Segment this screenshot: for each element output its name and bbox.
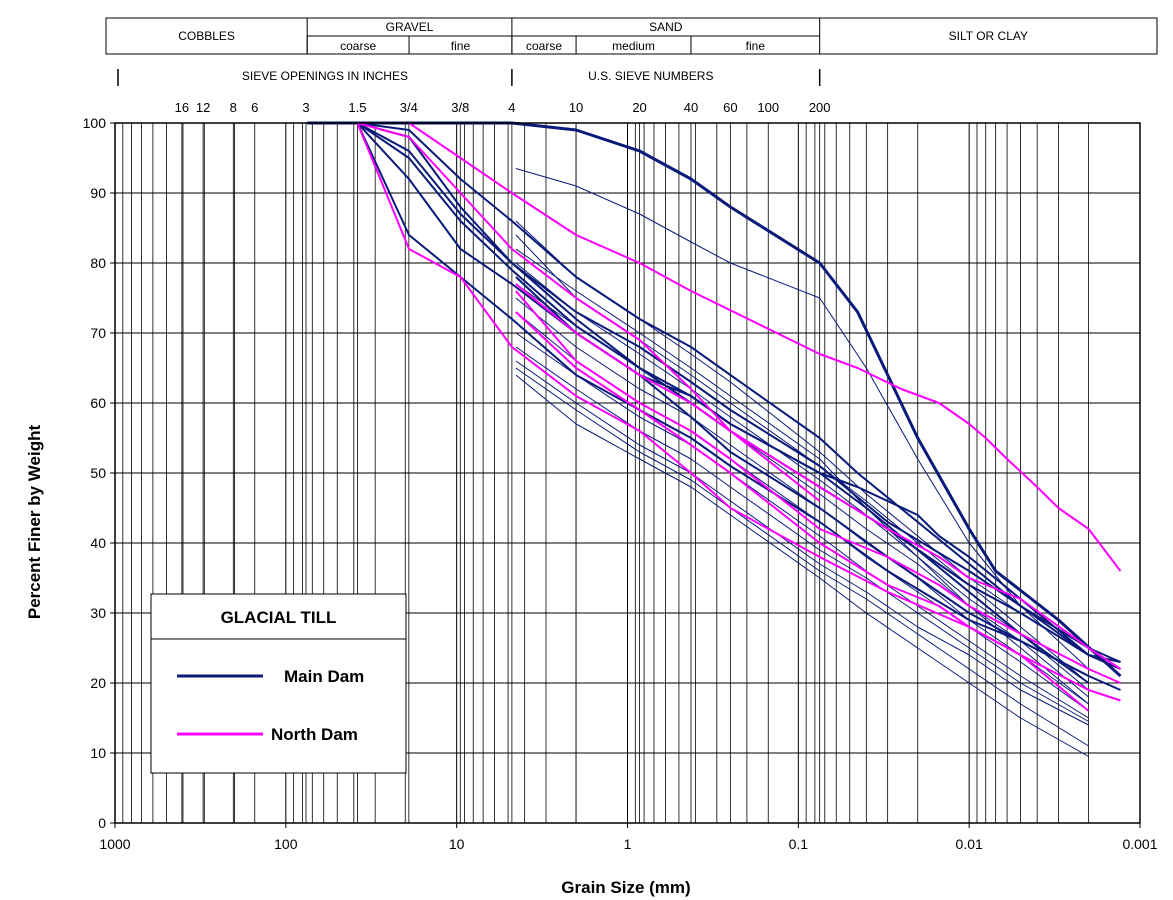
legend-entry-label: North Dam <box>271 725 358 744</box>
main-dam-curve <box>356 122 1121 691</box>
main-dam-curve <box>515 332 1089 719</box>
sieve-tick-label: 3/8 <box>451 100 469 115</box>
soil-group-label: GRAVEL <box>386 20 434 34</box>
sieve-inches-label: SIEVE OPENINGS IN INCHES <box>242 69 408 83</box>
legend-title: GLACIAL TILL <box>221 608 337 627</box>
main-dam-curve <box>515 360 1089 726</box>
y-tick-label: 80 <box>90 255 106 271</box>
sieve-tick-label: 10 <box>569 100 583 115</box>
sieve-tick-label: 4 <box>508 100 515 115</box>
soil-subgroup-label: medium <box>612 39 655 53</box>
y-tick-label: 100 <box>83 115 107 131</box>
soil-subgroup-label: fine <box>746 39 766 53</box>
sieve-tick-label: 60 <box>723 100 737 115</box>
north-dam-curve <box>515 311 1090 712</box>
y-tick-label: 30 <box>90 605 106 621</box>
x-tick-label: 1 <box>624 836 632 852</box>
y-tick-label: 10 <box>90 745 106 761</box>
sieve-tick-label: 100 <box>757 100 779 115</box>
sieve-tick-label: 12 <box>196 100 210 115</box>
main-dam-curve <box>515 297 1089 705</box>
soil-classification-table: COBBLES GRAVEL SAND SILT OR CLAY coarse fine c… <box>105 17 1158 55</box>
soil-group-label: COBBLES <box>178 29 235 43</box>
soil-group-label: SAND <box>649 20 683 34</box>
sieve-label-row: SIEVE OPENINGS IN INCHES U.S. SIEVE NUMBE… <box>117 69 831 115</box>
x-tick-label: 10 <box>449 836 465 852</box>
north-dam-curve <box>515 283 1122 670</box>
y-tick-label: 20 <box>90 675 106 691</box>
north-dam-curve <box>515 290 1121 684</box>
north-dam-curve <box>357 122 821 502</box>
x-tick-label: 0.001 <box>1122 836 1157 852</box>
table-border <box>105 17 1158 55</box>
sieve-tick-label: 6 <box>251 100 258 115</box>
soil-subgroup-label: coarse <box>526 39 562 53</box>
y-tick-label: 50 <box>90 465 106 481</box>
soil-group-label: SILT OR CLAY <box>949 29 1028 43</box>
main-dam-curve <box>515 374 1089 757</box>
sieve-tick-label: 40 <box>684 100 698 115</box>
plot-axes: 0 10 20 30 40 50 60 70 80 90 100 1000 100 10 1 0.1 0.01 0… <box>83 115 1158 852</box>
main-dam-curve <box>515 367 1089 747</box>
legend-entry-label: Main Dam <box>284 667 364 686</box>
x-axis-label: Grain Size (mm) <box>561 878 690 897</box>
main-dam-curve <box>515 283 1089 698</box>
sieve-tick-label: 3/4 <box>400 100 418 115</box>
sieve-tick-label: 20 <box>632 100 646 115</box>
main-dam-curve <box>515 168 1089 670</box>
sieve-tick-label: 1.5 <box>348 100 366 115</box>
main-dam-curve <box>356 122 1121 663</box>
soil-subgroup-label: fine <box>451 39 471 53</box>
main-dam-curve <box>515 262 1089 691</box>
sieve-numbers-label: U.S. SIEVE NUMBERS <box>588 69 713 83</box>
soil-subgroup-label: coarse <box>340 39 376 53</box>
x-tick-label: 1000 <box>99 836 130 852</box>
north-dam-curve <box>408 122 1122 572</box>
y-tick-label: 0 <box>98 815 106 831</box>
legend-box <box>150 593 407 774</box>
y-tick-label: 90 <box>90 185 106 201</box>
x-tick-label: 100 <box>274 836 298 852</box>
main-dam-curve <box>515 248 1089 705</box>
x-tick-label: 0.01 <box>956 836 983 852</box>
y-tick-label: 60 <box>90 395 106 411</box>
sieve-tick-label: 200 <box>809 100 831 115</box>
y-axis-label: Percent Finer by Weight <box>25 425 44 620</box>
legend: GLACIAL TILL Main Dam North Dam <box>150 593 407 774</box>
y-tick-label: 70 <box>90 325 106 341</box>
main-dam-curve <box>515 220 1089 656</box>
x-tick-label: 0.1 <box>789 836 809 852</box>
sieve-tick-label: 16 <box>175 100 189 115</box>
sieve-tick-label: 8 <box>230 100 237 115</box>
gradation-curves <box>307 121 1122 757</box>
main-dam-curve <box>515 346 1089 722</box>
y-tick-label: 40 <box>90 535 106 551</box>
sieve-tick-label: 3 <box>302 100 309 115</box>
